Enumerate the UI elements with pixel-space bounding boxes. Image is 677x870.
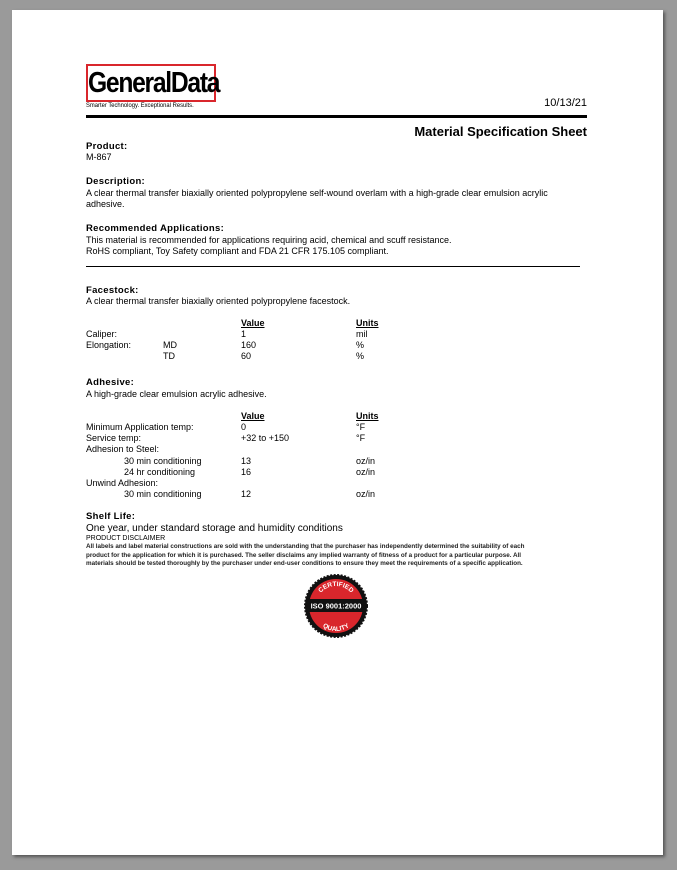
applications-text: This material is recommended for applica…	[86, 235, 452, 245]
description-text: A clear thermal transfer biaxially orien…	[86, 188, 548, 198]
spec-sub: MD	[163, 340, 177, 351]
facestock-heading: Facestock:	[86, 285, 139, 296]
spec-label: Service temp:	[86, 433, 142, 444]
adhesive-heading: Adhesive:	[86, 377, 135, 388]
spec-units: oz/in	[356, 466, 376, 477]
spec-sub: TD	[163, 351, 175, 362]
facestock-text: A clear thermal transfer biaxially orien…	[86, 296, 351, 306]
shelf-heading: Shelf Life:	[86, 511, 136, 522]
tagline: Smarter Technology. Exceptional Results.	[86, 102, 194, 109]
spec-value: 0	[241, 422, 247, 432]
spec-units: °F	[356, 422, 366, 432]
spec-sub: 30 min conditioning	[124, 489, 202, 500]
document-page	[12, 10, 663, 855]
applications-heading: Recommended Applications:	[86, 223, 225, 234]
spec-sub: 24 hr conditioning	[124, 466, 196, 477]
spec-label: Minimum Application temp:	[86, 422, 194, 432]
spec-value: 160	[241, 340, 257, 351]
product-heading: Product:	[86, 141, 128, 152]
iso-certified-seal: CERTIFIED ISO 9001:2000 QUALITY	[304, 574, 368, 638]
spec-units: °F	[356, 433, 366, 444]
adhesive-text: A high-grade clear emulsion acrylic adhe…	[86, 389, 267, 399]
spec-value: 16	[241, 466, 252, 477]
spec-value: 12	[241, 489, 252, 500]
shelf-text: One year, under standard storage and hum…	[86, 523, 343, 534]
spec-value: +32 to +150	[241, 433, 290, 444]
spec-units: mil	[356, 329, 368, 339]
units-header: Units	[356, 318, 379, 328]
disclaimer-heading: PRODUCT DISCLAIMER	[86, 535, 166, 542]
spec-value: 13	[241, 455, 252, 466]
spec-units: oz/in	[356, 455, 376, 466]
spec-label: Caliper:	[86, 329, 118, 339]
description-text: adhesive.	[86, 199, 125, 209]
logo: GeneralData	[86, 64, 220, 102]
value-header: Value	[241, 318, 265, 328]
spec-label: Unwind Adhesion:	[86, 478, 159, 488]
applications-text: RoHS compliant, Toy Safety compliant and…	[86, 246, 389, 256]
logo-text: GeneralData	[88, 66, 220, 99]
svg-text:ISO 9001:2000: ISO 9001:2000	[311, 602, 362, 611]
spec-units: %	[356, 340, 365, 351]
disclaimer-text: All labels and label material constructi…	[86, 543, 525, 567]
spec-sub: 30 min conditioning	[124, 455, 202, 466]
units-header: Units	[356, 411, 379, 421]
spec-value: 60	[241, 351, 252, 362]
spec-units: %	[356, 351, 365, 362]
page-title: Material Specification Sheet	[414, 124, 587, 139]
spec-value: 1	[241, 329, 247, 339]
date: 10/13/21	[544, 97, 587, 109]
divider	[86, 266, 580, 267]
value-header: Value	[241, 411, 265, 421]
spec-label: Elongation:	[86, 340, 132, 351]
spec-label: Adhesion to Steel:	[86, 444, 160, 455]
product-value: M-867	[86, 152, 112, 162]
header-rule	[86, 115, 587, 118]
svg-text:QUALITY: QUALITY	[322, 622, 352, 633]
description-heading: Description:	[86, 176, 146, 187]
spec-units: oz/in	[356, 489, 376, 500]
